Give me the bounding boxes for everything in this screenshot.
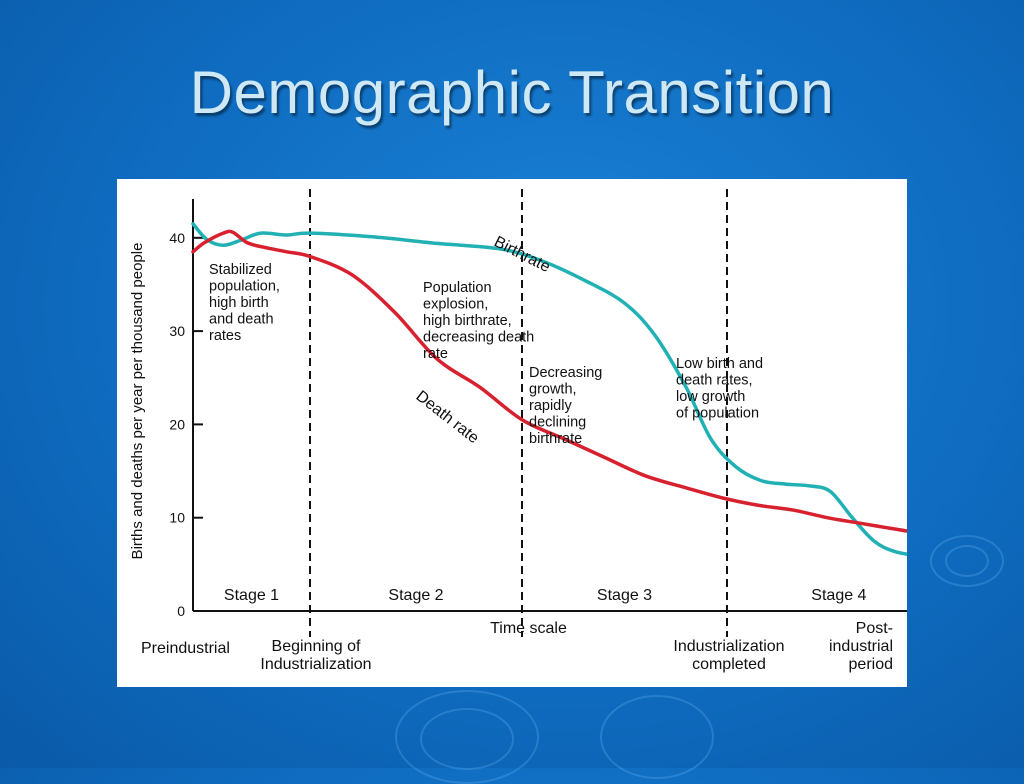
annotation-stage3: declining	[529, 415, 586, 431]
annotation-stage1: and death	[209, 312, 274, 328]
annotation-stage2: high birthrate,	[423, 313, 512, 329]
stage-label: Stage 2	[388, 587, 443, 604]
annotation-stage3: rapidly	[529, 398, 572, 414]
decorative-ripple	[600, 695, 714, 779]
x-tick-label-post-industrial: industrial	[829, 638, 893, 655]
annotation-stage1: rates	[209, 328, 241, 344]
y-tick-label: 30	[169, 323, 185, 339]
decorative-ripple	[420, 708, 514, 770]
annotation-stage2: rate	[423, 346, 448, 362]
decorative-ripple	[930, 535, 1004, 587]
annotation-stage3: Decreasing	[529, 365, 602, 381]
annotation-stage4: death rates,	[676, 373, 753, 389]
y-tick-label: 20	[169, 416, 185, 432]
x-tick-label-beginning-industrialization: Industrialization	[260, 656, 371, 673]
x-tick-label-post-industrial: period	[849, 656, 893, 673]
annotation-stage3: growth,	[529, 382, 577, 398]
annotation-stage4: low growth	[676, 389, 745, 405]
y-tick-label: 10	[169, 510, 185, 526]
y-axis-title: Births and deaths per year per thousand …	[129, 243, 146, 560]
death-rate-line	[191, 229, 907, 533]
annotation-stage1: population,	[209, 279, 280, 295]
annotation-stage2: Population	[423, 280, 492, 296]
x-tick-label-industrialization-completed: completed	[692, 656, 766, 673]
y-tick-label: 40	[169, 230, 185, 246]
demographic-transition-chart: 0 10 20 30 40 Births and deaths per year per …	[129, 189, 907, 673]
stage-label: Stage 1	[224, 587, 279, 604]
y-tick-label: 0	[177, 603, 185, 619]
slide-title: Demographic Transition	[189, 59, 835, 126]
x-axis-title: Time scale	[490, 620, 567, 637]
death-rate-curve-label: Death rate	[413, 388, 482, 447]
x-tick-label-beginning-industrialization: Beginning of	[272, 638, 362, 655]
annotation-stage3: birthrate	[529, 431, 582, 447]
x-tick-label-industrialization-completed: Industrialization	[673, 638, 784, 655]
x-tick-label-preindustrial: Preindustrial	[141, 640, 230, 657]
birthrate-line	[191, 222, 907, 557]
annotation-stage4: Low birth and	[676, 356, 763, 372]
annotation-stage2: explosion,	[423, 297, 488, 313]
stage-label: Stage 3	[597, 587, 652, 604]
annotation-stage1: high birth	[209, 295, 269, 311]
stage-label: Stage 4	[811, 587, 866, 604]
x-tick-label-post-industrial: Post-	[856, 620, 893, 637]
annotation-stage1: Stabilized	[209, 262, 272, 278]
decorative-ripple	[945, 545, 989, 577]
chart-panel: 0 10 20 30 40 Births and deaths per year per …	[117, 179, 907, 687]
annotation-stage4: of population	[676, 406, 759, 422]
annotation-stage2: decreasing death	[423, 330, 534, 346]
